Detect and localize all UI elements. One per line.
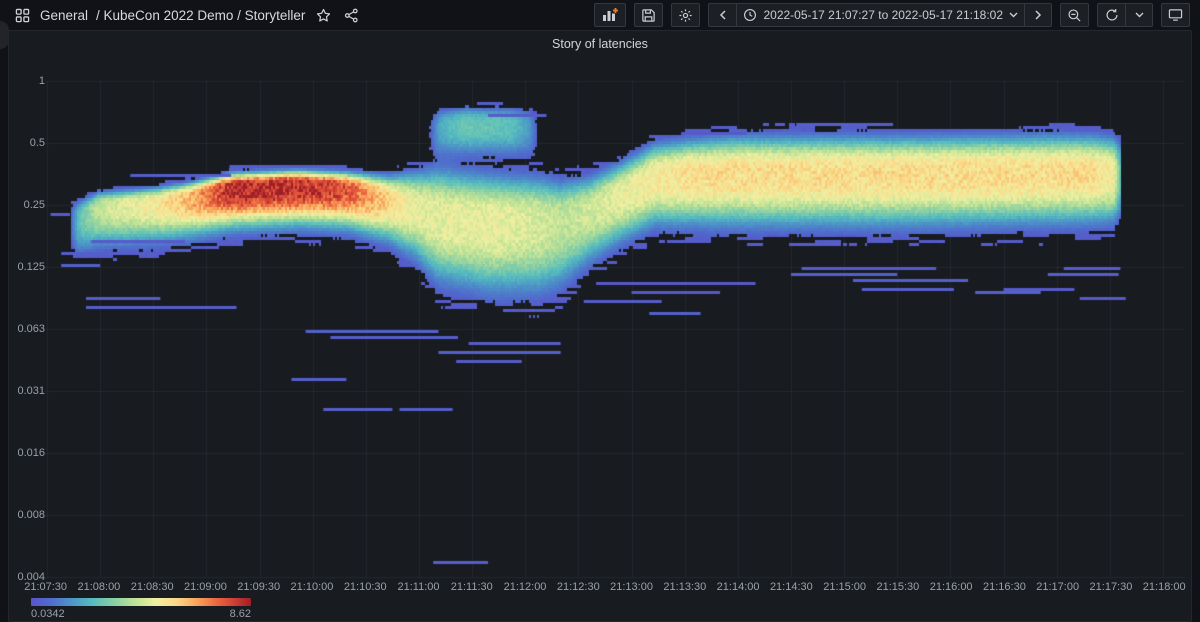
y-tick-label: 0.063: [17, 323, 45, 335]
x-tick-label: 21:13:30: [663, 581, 707, 593]
x-axis-labels: 21:07:30 21:08:00 21:08:30 21:09:00 21:09:30…: [19, 581, 1191, 593]
y-tick-label: 0.25: [23, 199, 45, 211]
add-panel-button[interactable]: [594, 3, 627, 27]
y-tick-label: 0.004: [17, 571, 45, 583]
x-tick-label: 21:08:30: [130, 581, 174, 593]
sidebar-toggle-handle[interactable]: [0, 21, 9, 49]
y-tick-label: 0.031: [17, 385, 45, 397]
latency-heatmap-panel: Story of latencies 10.50.250.1250.0630.0…: [8, 30, 1193, 622]
clock-icon: [744, 9, 757, 21]
nav-bar: General / KubeCon 2022 Demo / Storytelle…: [0, 0, 1200, 30]
y-tick-label: 0.125: [17, 261, 45, 273]
x-tick-label: 21:10:00: [290, 581, 334, 593]
breadcrumb: General / KubeCon 2022 Demo / Storytelle…: [12, 5, 361, 25]
y-axis-labels: 1 0.5 0.25 0.125 0.063 0.031 0.016 0.008 0.004: [11, 74, 45, 584]
time-picker: 2022-05-17 21:07:27 to 2022-05-17 21:18:…: [708, 3, 1052, 27]
x-tick-label: 21:15:30: [876, 581, 920, 593]
refresh-group: [1097, 3, 1153, 27]
zoom-out-time-button[interactable]: [1060, 3, 1089, 27]
x-tick-label: 21:15:00: [823, 581, 867, 593]
y-tick-label: 1: [38, 75, 45, 87]
x-tick-label: 21:16:30: [983, 581, 1026, 593]
time-shift-forward-button[interactable]: [1024, 3, 1052, 27]
x-tick-label: 21:16:00: [929, 581, 973, 593]
breadcrumb-dashboard[interactable]: / KubeCon 2022 Demo / Storyteller: [96, 7, 306, 23]
breadcrumb-folder[interactable]: General: [40, 7, 89, 23]
legend-min-label: 0.0342: [31, 608, 65, 620]
dashboard-toolbar: 2022-05-17 21:07:27 to 2022-05-17 21:18:…: [594, 3, 1190, 27]
x-tick-label: 21:17:30: [1089, 581, 1133, 593]
y-tick-label: 0.008: [17, 509, 45, 521]
apps-icon[interactable]: [12, 5, 32, 25]
refresh-interval-dropdown[interactable]: [1125, 3, 1153, 27]
x-tick-label: 21:17:00: [1036, 581, 1080, 593]
chevron-down-icon: [1135, 12, 1143, 18]
color-scale-legend: 0.0342 8.62: [31, 598, 251, 620]
legend-gradient-bar: [31, 598, 251, 606]
heatmap-canvas[interactable]: [9, 31, 1193, 621]
legend-max-label: 8.62: [229, 608, 251, 620]
share-icon[interactable]: [341, 5, 361, 25]
x-tick-label: 21:14:00: [716, 581, 760, 593]
chevron-down-icon: [1009, 12, 1018, 18]
time-range-button[interactable]: 2022-05-17 21:07:27 to 2022-05-17 21:18:…: [736, 3, 1024, 27]
x-tick-label: 21:10:30: [343, 581, 387, 593]
star-icon[interactable]: [313, 5, 333, 25]
x-tick-label: 21:11:30: [450, 581, 493, 593]
x-tick-label: 21:18:00: [1142, 581, 1186, 593]
cycle-view-mode-button[interactable]: [1161, 3, 1190, 27]
time-shift-back-button[interactable]: [708, 3, 737, 27]
x-tick-label: 21:12:30: [556, 581, 600, 593]
x-tick-label: 21:12:00: [503, 581, 547, 593]
x-tick-label: 21:14:30: [769, 581, 813, 593]
x-tick-label: 21:07:30: [24, 581, 68, 593]
x-tick-label: 21:08:00: [77, 581, 121, 593]
time-range-label: 2022-05-17 21:07:27 to 2022-05-17 21:18:…: [763, 8, 1003, 22]
x-tick-label: 21:09:30: [237, 581, 281, 593]
refresh-button[interactable]: [1097, 3, 1125, 27]
x-tick-label: 21:09:00: [184, 581, 227, 593]
x-tick-label: 21:13:00: [610, 581, 653, 593]
dashboard-settings-button[interactable]: [671, 3, 701, 27]
x-tick-label: 21:11:00: [397, 581, 440, 593]
save-dashboard-button[interactable]: [634, 3, 664, 27]
y-tick-label: 0.5: [29, 137, 45, 149]
y-tick-label: 0.016: [17, 447, 45, 459]
